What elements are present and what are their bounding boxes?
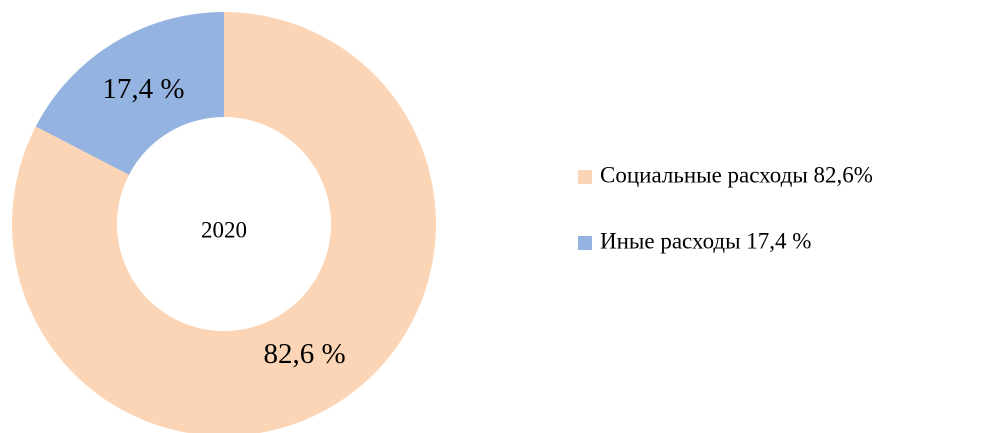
legend-swatch (578, 236, 592, 250)
legend-label: Иные расходы 17,4 % (600, 228, 811, 253)
slice (35, 12, 224, 175)
legend-swatch (578, 170, 592, 184)
legend-label: Социальные расходы 82,6% (600, 162, 873, 187)
data-label: 17,4 % (102, 73, 184, 105)
slice (12, 12, 436, 433)
center-label: 2020 (201, 217, 247, 242)
data-label: 82,6 % (263, 338, 345, 370)
